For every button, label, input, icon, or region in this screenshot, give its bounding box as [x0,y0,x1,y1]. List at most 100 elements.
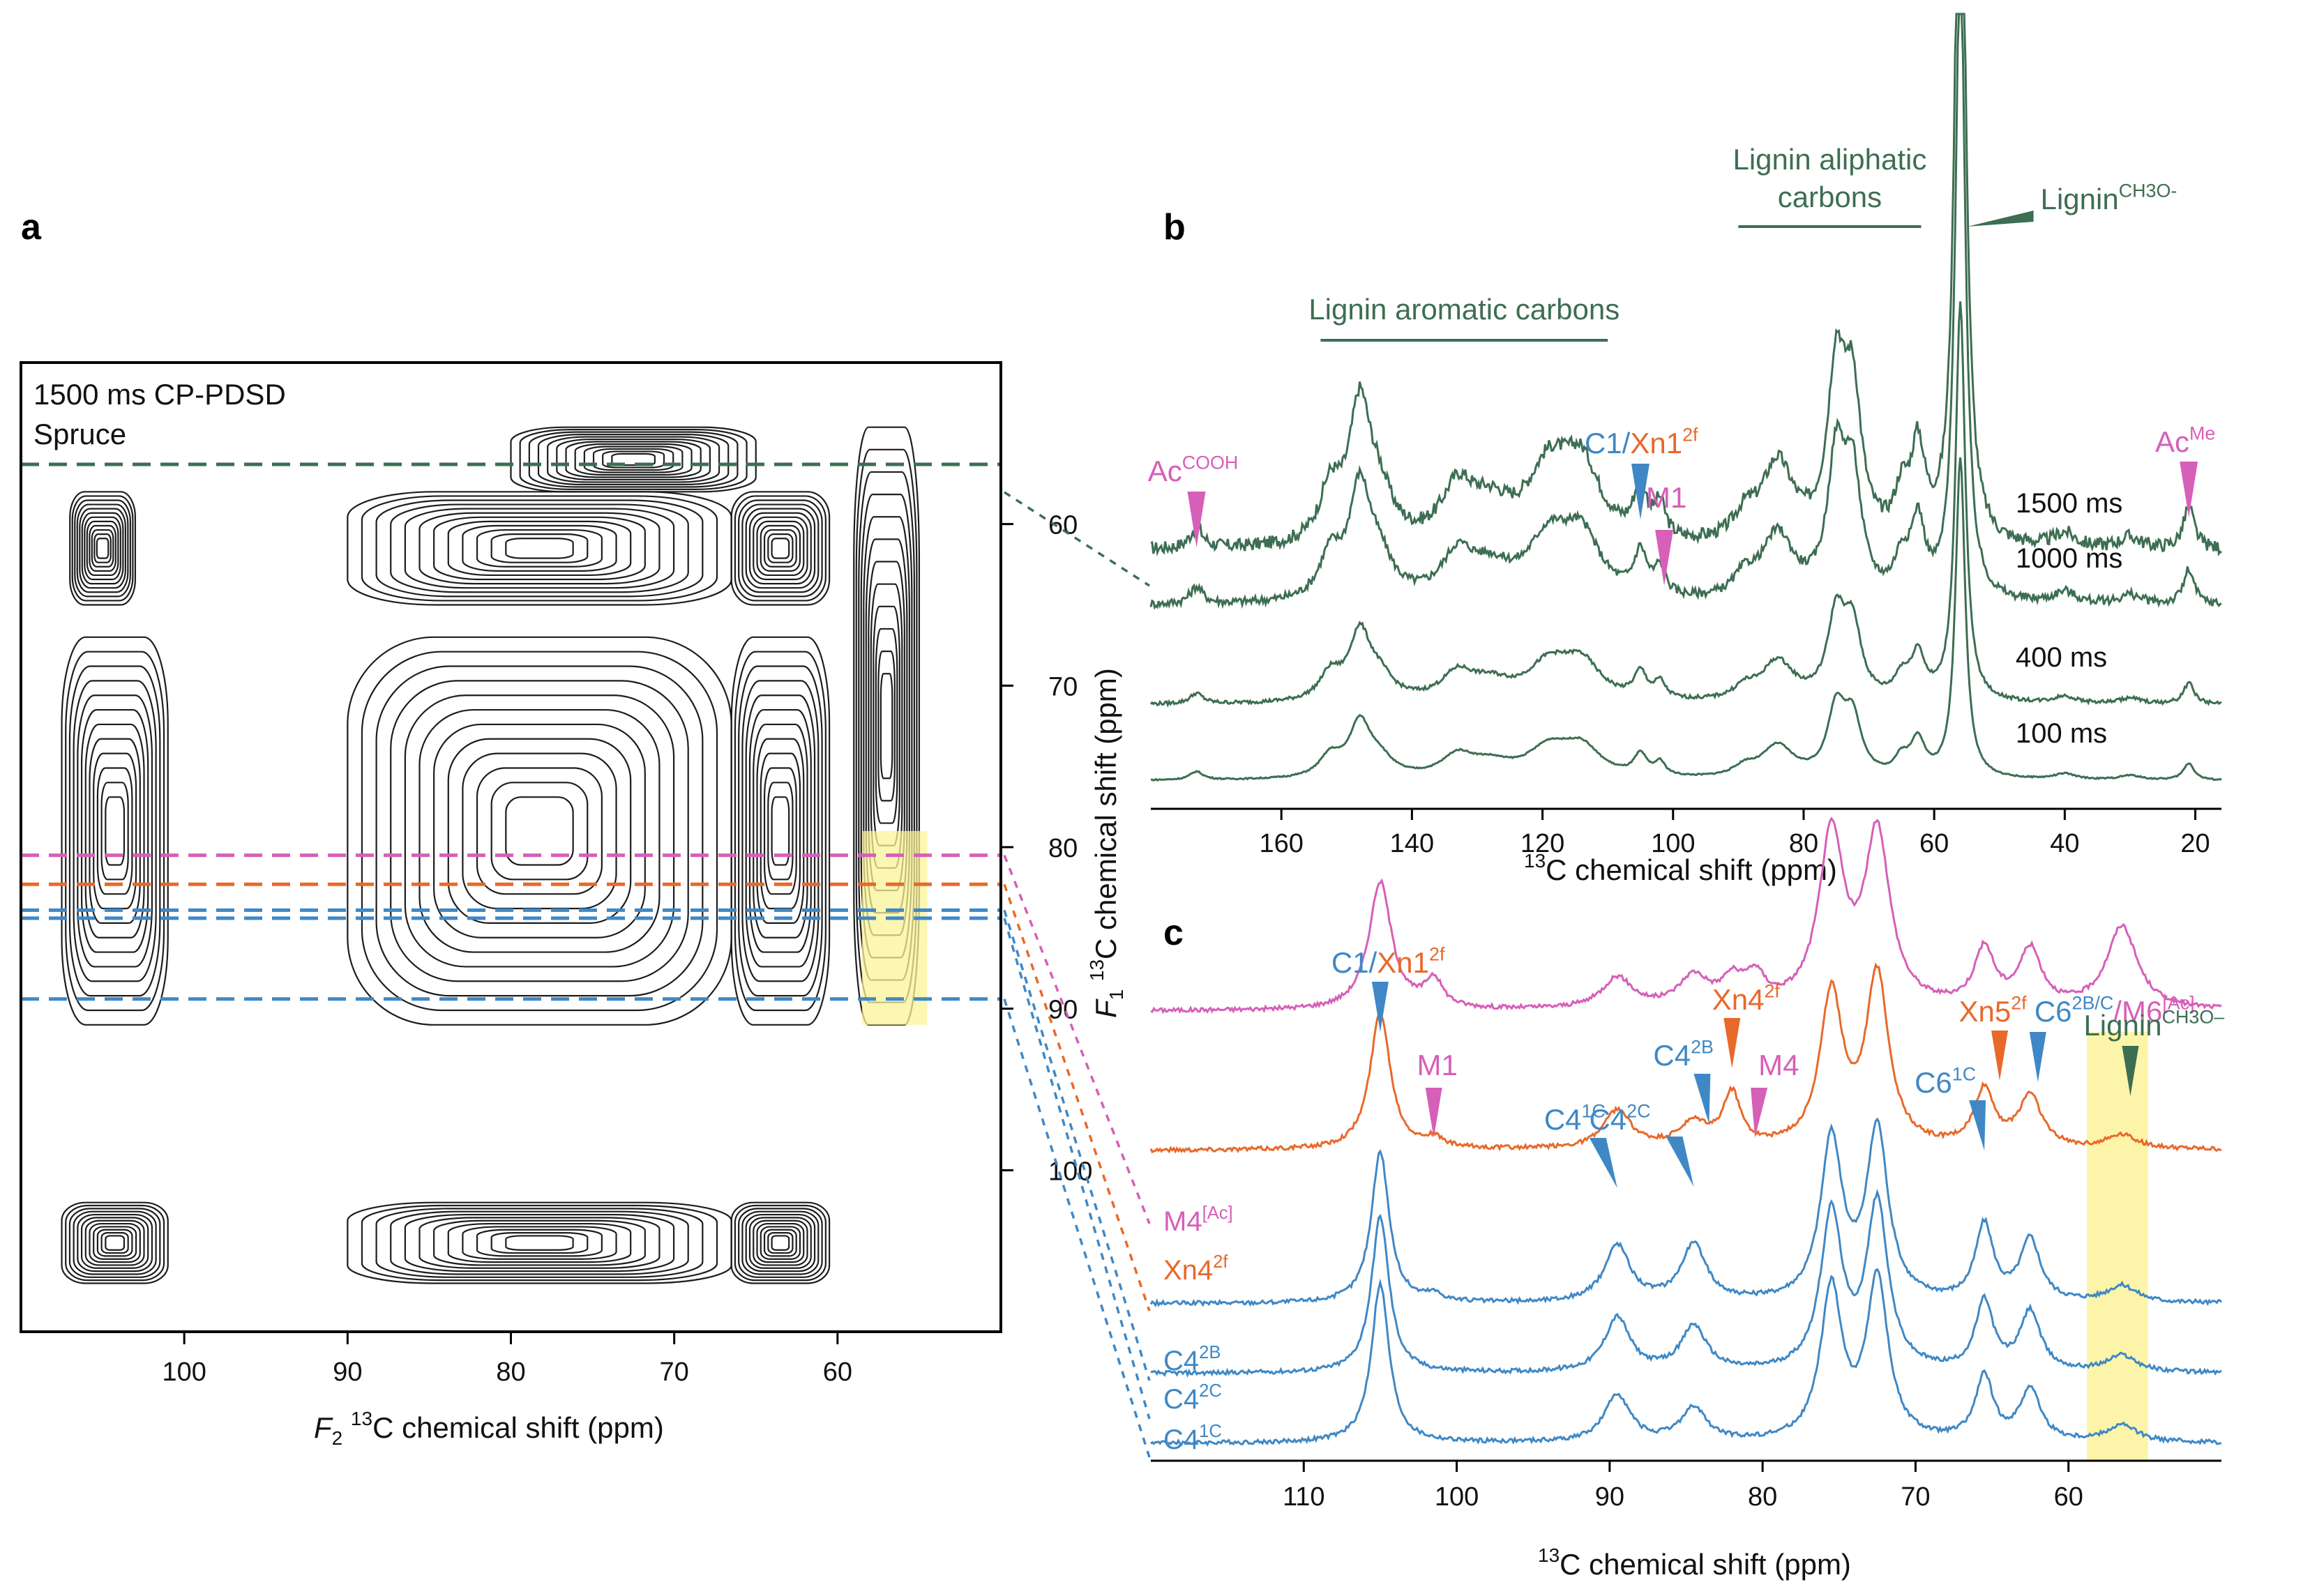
label-c4-1c: C41C [1544,1100,1606,1136]
spectrum-line-b [1149,13,2222,610]
x-axis-label-b-text: C chemical shift (ppm) [1546,853,1837,886]
contour-block [61,1201,169,1284]
arrow-m1-b [1655,530,1674,586]
connector-slice [1003,909,1151,1381]
x-tick-label-c: 100 [1435,1482,1479,1512]
panel-b: 1500 ms 1000 ms 400 ms 100 ms Lignin aromat… [1148,13,2222,886]
x-tick-label-b: 120 [1520,829,1564,858]
x-tick-label-b: 20 [2180,829,2210,858]
series-label-b: 1000 ms [2016,543,2122,574]
label-c6-m6: C62B/C/M6[Ac] [2035,992,2195,1028]
spectrum-line-c [1150,1188,2222,1378]
y-tick-label-a: 60 [1048,511,1078,540]
panel-label-b: b [1163,207,1186,248]
x-tick-label-a: 100 [162,1358,206,1387]
label-xn5-c: Xn52f [1958,992,2027,1028]
series-label-b: 400 ms [2016,642,2107,673]
label-lignin-aliphatic-1: Lignin aliphatic [1732,143,1926,176]
label-m1-b: M1 [1646,481,1686,514]
arrow-ac-cooh [1187,492,1206,547]
x-axis-b: 160 140 120 100 80 60 40 20 [1151,807,2221,858]
arrow-c1-c [1371,982,1389,1032]
panel-label-a: a [21,207,42,248]
panel-label-c: c [1163,913,1184,953]
series-labels-b: 1500 ms 1000 ms 400 ms 100 ms [2016,488,2122,749]
arrow-m1-c [1425,1088,1442,1138]
x-tick-label-a: 70 [660,1358,689,1387]
x-tick-label-b: 100 [1651,829,1695,858]
y-tick-label-a: 80 [1048,834,1078,863]
label-c1-xn1-c: C1/Xn12f [1331,943,1445,979]
x-tick-label-c: 90 [1595,1482,1624,1512]
label-xn4-c: Xn42f [1712,980,1781,1016]
spectra-c [1149,816,2223,1447]
series-label-c: Xn42f [1163,1252,1228,1286]
highlight-region-c [2087,1032,2148,1461]
label-c1-xn1-b: C1/Xn12f [1585,424,1698,459]
label-ac-me: AcMe [2155,423,2215,458]
spectrum-line-c [1149,1117,2223,1308]
series-label-b: 1500 ms [2016,488,2122,519]
spectra-b [1149,13,2222,782]
spectrum-line-b [1149,301,2222,708]
annotations-b: Lignin aromatic carbons Lignin aliphatic c… [1148,143,2215,586]
label-c4-2b: C42B [1653,1036,1714,1072]
x-tick-label-c: 110 [1283,1482,1325,1512]
x-axis-label-c: 13C chemical shift (ppm) [1538,1544,1851,1581]
label-lignin-aromatic: Lignin aromatic carbons [1308,293,1620,326]
spectrum-line-c [1150,1268,2221,1447]
y-tick-label-a: 90 [1048,996,1078,1025]
x-axis-a: 100 90 80 70 60 [162,1332,852,1387]
x-tick-label-c: 70 [1901,1482,1930,1512]
experiment-title: 1500 ms CP-PDSD [33,378,286,411]
label-c4-2c: C42C [1589,1100,1650,1136]
series-label-b: 100 ms [2016,718,2107,749]
x-tick-label-c: 60 [2054,1482,2083,1512]
series-labels-c: M4[Ac] Xn42f C42B C42C C41C [1163,1203,1233,1455]
connector-slice [1003,854,1151,1224]
arrow-c6-1c [1969,1100,1986,1150]
slice-lines [21,462,1001,1001]
panel-a: 1500 ms CP-PDSD Spruce 100 90 80 70 60 60 70 8… [20,361,1127,1449]
series-label-c: M4[Ac] [1163,1203,1233,1237]
x-axis-label-c-text: C chemical shift (ppm) [1560,1548,1851,1581]
label-m1-c: M1 [1417,1049,1457,1081]
slice-connectors [1003,491,1151,1458]
arrow-lignin-ch3o [1967,211,2034,227]
label-c6-1c: C61C [1915,1063,1976,1099]
x-tick-label-c: 80 [1748,1482,1777,1512]
y-tick-label-a: 70 [1048,672,1078,701]
label-lignin-c: LigninCH3O– [2083,1006,2224,1042]
x-tick-label-b: 140 [1390,829,1434,858]
spectrum-line-b [1150,457,2222,782]
sample-name: Spruce [33,418,126,450]
connector-green [1004,491,1150,587]
x-tick-label-b: 40 [2050,829,2079,858]
contour-block [730,1201,831,1284]
arrow-c1-b [1631,464,1650,519]
label-lignin-ch3o: LigninCH3O- [2041,180,2177,215]
contour-map [61,426,921,1284]
connector-slice [1003,883,1151,1312]
connector-slice [1003,998,1151,1458]
x-axis-label-a: F2 13C chemical shift (ppm) [314,1408,664,1449]
x-tick-label-a: 90 [333,1358,362,1387]
series-label-c: C42C [1163,1381,1222,1415]
contour-block [69,491,137,606]
x-tick-label-a: 80 [496,1358,525,1387]
contour-block [730,636,831,1026]
highlight-region-a [861,830,928,1025]
spectrum-line-b [1150,13,2222,557]
contour-block [61,636,169,1026]
arrow-m4-c [1751,1088,1768,1138]
x-axis-label-b: 13C chemical shift (ppm) [1524,850,1837,886]
arrow-ac-me [2180,462,2198,517]
arrow-lignin-c [2122,1046,2139,1096]
x-tick-label-b: 160 [1259,829,1303,858]
spectrum-line-c [1149,962,2222,1154]
contour-block [347,1201,732,1284]
